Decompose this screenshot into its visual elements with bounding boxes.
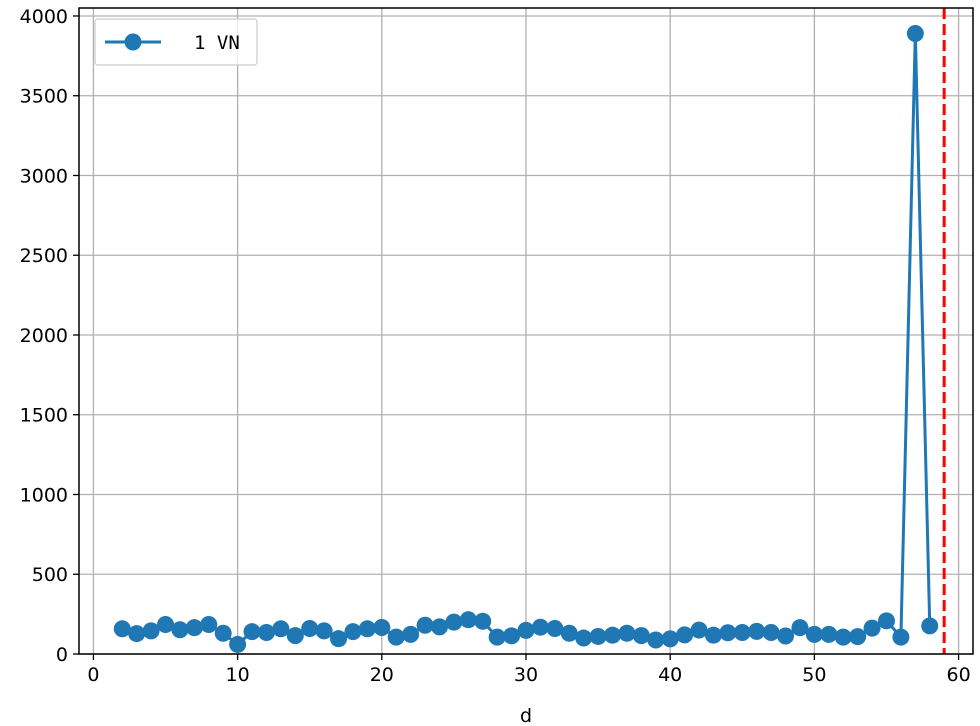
legend-swatch-marker — [124, 33, 142, 51]
data-point — [661, 630, 679, 648]
data-point — [214, 624, 232, 642]
data-point — [589, 627, 607, 645]
data-point — [517, 621, 535, 639]
data-point — [632, 627, 650, 645]
data-point — [330, 630, 348, 648]
data-point — [690, 621, 708, 639]
data-point — [777, 627, 795, 645]
x-tick-label: 40 — [658, 664, 682, 686]
grid-lines — [79, 8, 973, 655]
legend: 1 VN — [94, 18, 258, 66]
data-point — [430, 618, 448, 636]
data-point — [459, 611, 477, 629]
data-point — [805, 625, 823, 643]
data-point — [820, 625, 838, 643]
data-point — [344, 623, 362, 641]
y-tick-label: 3500 — [20, 86, 68, 108]
legend-box — [94, 18, 258, 66]
data-point — [301, 619, 319, 637]
data-point — [791, 619, 809, 637]
x-axis-label: d — [520, 705, 532, 726]
x-tick-label: 30 — [514, 664, 538, 686]
x-tick-label: 50 — [802, 664, 826, 686]
data-point — [921, 617, 939, 635]
data-point — [647, 631, 665, 649]
data-point — [229, 635, 247, 653]
data-point — [387, 628, 405, 646]
y-tick-label: 3000 — [20, 165, 68, 187]
data-point — [503, 627, 521, 645]
y-tick-label: 2500 — [20, 245, 68, 267]
x-tick-label: 0 — [87, 664, 99, 686]
data-point — [906, 25, 924, 43]
x-tick-label: 20 — [370, 664, 394, 686]
data-point — [445, 613, 463, 631]
data-point — [257, 623, 275, 641]
data-point — [575, 629, 593, 647]
data-point — [719, 624, 737, 642]
data-point — [834, 628, 852, 646]
data-point — [315, 622, 333, 640]
data-point — [128, 625, 146, 643]
data-point — [704, 626, 722, 644]
data-point — [892, 628, 910, 646]
data-point — [676, 626, 694, 644]
y-tick-label: 500 — [32, 564, 68, 586]
data-point — [474, 612, 492, 630]
data-point — [849, 628, 867, 646]
data-point — [171, 621, 189, 639]
data-point — [604, 626, 622, 644]
legend-entry-label: 1 VN — [194, 32, 240, 54]
x-tick-label: 60 — [946, 664, 970, 686]
data-point — [877, 612, 895, 630]
x-axis: 0 10 20 30 40 50 60 — [87, 654, 971, 686]
data-point — [113, 620, 131, 638]
y-tick-label: 1500 — [20, 405, 68, 427]
data-point — [618, 624, 636, 642]
y-tick-label: 2000 — [20, 325, 68, 347]
data-point — [762, 623, 780, 641]
data-point — [748, 622, 766, 640]
x-tick-label: 10 — [226, 664, 250, 686]
data-point — [358, 620, 376, 638]
data-point — [416, 616, 434, 634]
data-point — [402, 625, 420, 643]
y-tick-label: 4000 — [20, 6, 68, 28]
data-point — [488, 628, 506, 646]
data-point — [185, 619, 203, 637]
series-1 — [113, 25, 939, 653]
data-point — [373, 619, 391, 637]
data-point — [157, 615, 175, 633]
data-point — [286, 627, 304, 645]
data-point — [863, 619, 881, 637]
data-point — [531, 618, 549, 636]
data-point — [142, 622, 160, 640]
y-tick-label: 0 — [56, 644, 68, 666]
data-point — [546, 619, 564, 637]
data-point — [243, 623, 261, 641]
data-point — [200, 615, 218, 633]
y-axis: 0 500 1000 1500 2000 2500 3000 3500 4000 — [20, 6, 79, 666]
data-point — [733, 623, 751, 641]
data-point — [560, 624, 578, 642]
data-point — [272, 620, 290, 638]
y-tick-label: 1000 — [20, 484, 68, 506]
